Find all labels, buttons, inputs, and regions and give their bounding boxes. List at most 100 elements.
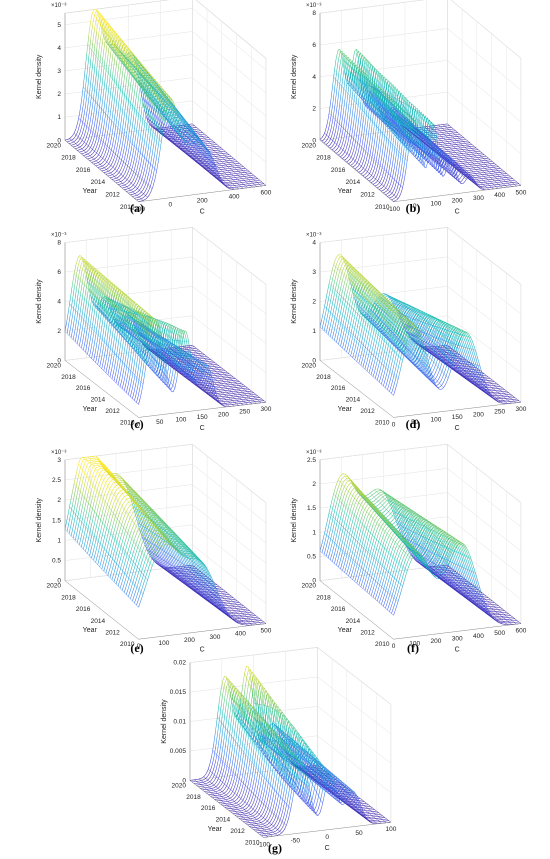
surface-segment — [153, 168, 155, 177]
surface-mesh — [223, 154, 225, 156]
surface-segment — [99, 37, 101, 51]
surface-mesh — [94, 53, 96, 56]
surface-segment — [99, 73, 101, 89]
surface-segment — [82, 104, 84, 116]
surface-segment — [105, 157, 107, 160]
surface-segment — [115, 175, 117, 176]
surface-segment — [328, 141, 330, 144]
surface-segment — [155, 171, 157, 180]
surface-mesh — [256, 177, 258, 179]
surface-mesh — [92, 13, 94, 16]
surface-mesh — [237, 165, 239, 167]
surface-segment — [328, 126, 330, 133]
surface-mesh — [98, 59, 100, 62]
surface-segment — [149, 175, 151, 182]
surface-mesh — [109, 164, 111, 166]
surface-segment — [98, 144, 100, 149]
surface-mesh — [72, 140, 74, 142]
surface-mesh — [225, 155, 227, 157]
surface-segment — [352, 139, 354, 148]
surface-mesh — [241, 187, 243, 189]
surface-segment — [152, 141, 154, 153]
surface-mesh — [125, 95, 127, 98]
surface-segment — [109, 153, 111, 158]
surface-segment — [100, 146, 102, 151]
surface-mesh — [210, 147, 212, 149]
surface-mesh — [76, 144, 78, 146]
surface-segment — [144, 196, 146, 198]
surface-segment — [364, 151, 366, 159]
surface-segment — [105, 46, 107, 60]
surface-mesh — [231, 178, 233, 180]
surface-segment — [324, 137, 326, 140]
surface-segment — [114, 178, 116, 179]
surface-mesh — [126, 137, 128, 139]
surface-segment — [351, 108, 353, 122]
surface-segment — [136, 188, 138, 190]
surface-segment — [335, 122, 337, 132]
surface-segment — [88, 94, 90, 108]
surface-segment — [97, 155, 99, 157]
surface-mesh — [245, 172, 247, 174]
surface-mesh — [85, 124, 87, 126]
surface-segment — [153, 156, 155, 167]
surface-mesh — [115, 169, 117, 171]
surface-segment — [345, 159, 347, 160]
surface-segment — [114, 92, 116, 107]
surface-segment — [325, 124, 327, 131]
surface-segment — [95, 147, 97, 151]
surface-segment — [100, 124, 102, 134]
surface-segment — [346, 157, 348, 159]
surface-segment — [336, 152, 338, 153]
surface-mesh — [223, 150, 225, 152]
surface-segment — [128, 185, 130, 186]
surface-mesh — [246, 182, 248, 184]
surface-mesh — [119, 158, 121, 160]
surface-segment — [97, 159, 99, 160]
surface-mesh — [229, 176, 231, 178]
surface-segment — [114, 126, 116, 138]
surface-segment — [338, 52, 340, 59]
surface-mesh — [255, 185, 257, 187]
surface-mesh — [122, 92, 124, 95]
surface-segment — [355, 113, 357, 127]
surface-segment — [80, 140, 82, 143]
surface-segment — [362, 149, 364, 157]
surface-segment — [129, 183, 131, 185]
surface-mesh — [125, 178, 127, 180]
surface-segment — [159, 148, 161, 160]
surface-segment — [141, 189, 143, 192]
surface-mesh — [237, 161, 239, 163]
surface-segment — [83, 153, 85, 154]
surface-mesh — [255, 181, 257, 183]
surface-mesh — [93, 99, 95, 101]
surface-mesh — [230, 168, 232, 170]
surface-segment — [106, 131, 108, 141]
surface-segment — [111, 54, 113, 68]
surface-segment — [93, 161, 95, 162]
surface-mesh — [247, 178, 249, 180]
surface-segment — [131, 185, 133, 187]
surface-segment — [127, 177, 129, 180]
surface-mesh — [120, 90, 122, 93]
surface-segment — [87, 146, 89, 149]
surface-segment — [118, 130, 120, 141]
surface-mesh — [264, 184, 266, 186]
surface-mesh — [137, 111, 139, 114]
panel-a: 201020122014201620182020-200020040060001… — [36, 0, 272, 216]
surface-mesh — [134, 146, 136, 148]
surface-mesh — [76, 135, 78, 137]
surface-mesh — [83, 87, 85, 90]
surface-segment — [348, 159, 350, 161]
surface-mesh — [144, 181, 146, 183]
surface-segment — [114, 139, 116, 148]
surface-segment — [82, 136, 84, 140]
surface-mesh — [221, 152, 223, 154]
surface-mesh — [139, 190, 141, 192]
surface-segment — [143, 157, 145, 166]
surface-segment — [362, 136, 364, 147]
surface-segment — [110, 86, 112, 101]
surface-segment — [328, 145, 330, 146]
surface-segment — [97, 149, 99, 153]
surface-mesh — [234, 172, 236, 174]
